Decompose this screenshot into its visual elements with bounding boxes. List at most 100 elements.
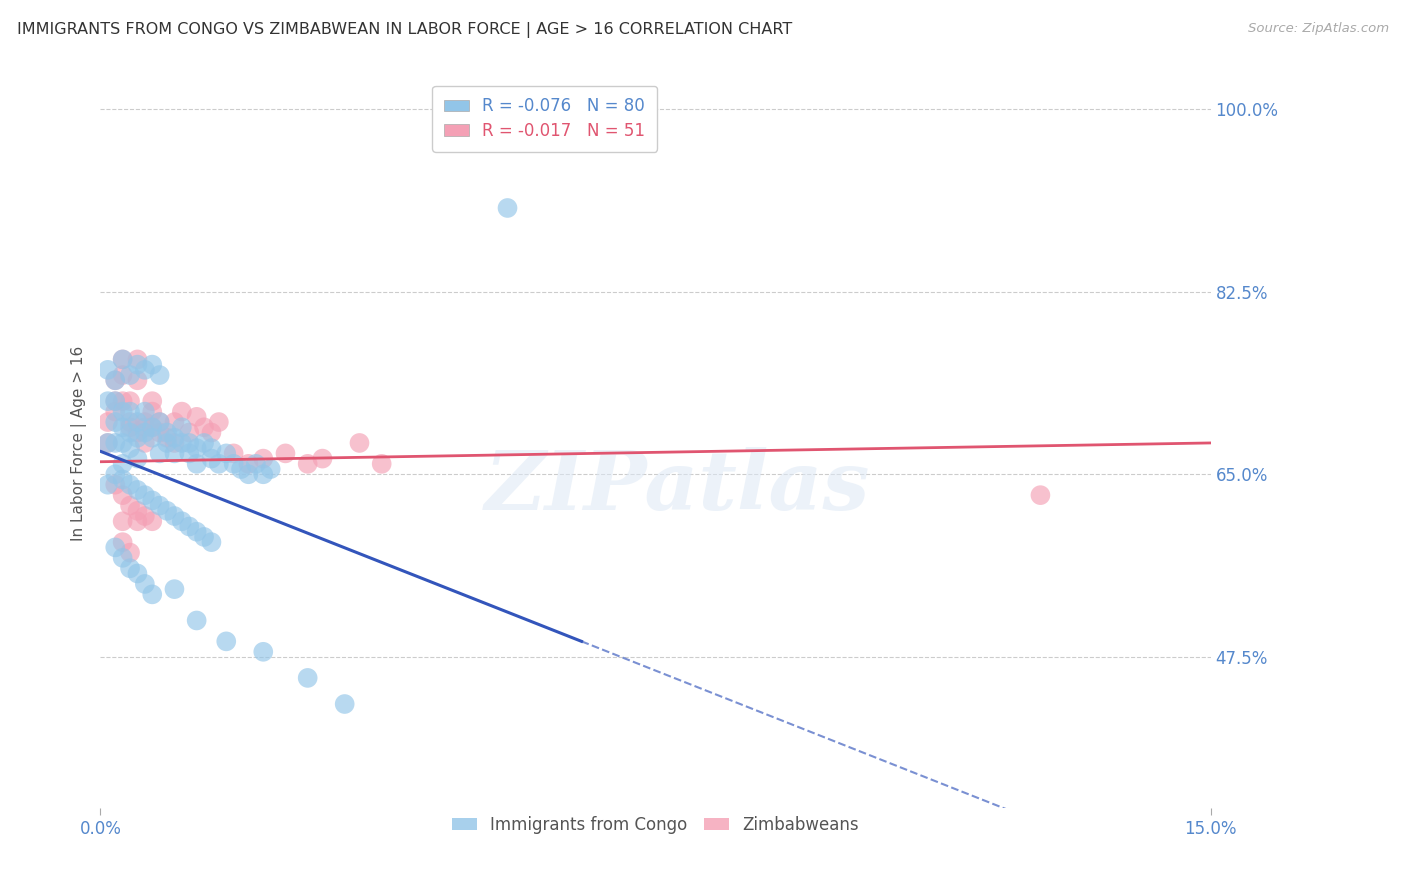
Point	[238, 457, 260, 471]
Point	[179, 425, 201, 440]
Point	[118, 441, 141, 455]
Point	[111, 436, 134, 450]
Point	[311, 451, 333, 466]
Point	[156, 436, 179, 450]
Point	[97, 477, 120, 491]
Point	[149, 415, 172, 429]
Point	[215, 446, 238, 460]
Point	[127, 483, 149, 497]
Point	[118, 368, 141, 382]
Point	[118, 545, 141, 559]
Point	[179, 436, 201, 450]
Text: ZIPatlas: ZIPatlas	[485, 447, 870, 527]
Point	[163, 509, 186, 524]
Point	[141, 394, 163, 409]
Point	[141, 587, 163, 601]
Point	[104, 415, 127, 429]
Point	[111, 488, 134, 502]
Point	[186, 457, 208, 471]
Point	[134, 415, 156, 429]
Point	[141, 358, 163, 372]
Point	[200, 451, 222, 466]
Point	[118, 425, 141, 440]
Point	[170, 404, 193, 418]
Point	[149, 499, 172, 513]
Point	[127, 431, 149, 445]
Y-axis label: In Labor Force | Age > 16: In Labor Force | Age > 16	[72, 345, 87, 541]
Point	[156, 425, 179, 440]
Point	[186, 614, 208, 628]
Point	[127, 352, 149, 367]
Point	[179, 519, 201, 533]
Point	[111, 514, 134, 528]
Point	[97, 436, 120, 450]
Text: Source: ZipAtlas.com: Source: ZipAtlas.com	[1249, 22, 1389, 36]
Point	[163, 582, 186, 596]
Point	[193, 530, 215, 544]
Point	[141, 514, 163, 528]
Point	[496, 201, 519, 215]
Point	[229, 462, 252, 476]
Point	[134, 420, 156, 434]
Point	[118, 415, 141, 429]
Point	[104, 373, 127, 387]
Point	[111, 420, 134, 434]
Point	[163, 431, 186, 445]
Point	[149, 415, 172, 429]
Point	[215, 634, 238, 648]
Point	[149, 425, 172, 440]
Point	[222, 457, 245, 471]
Point	[200, 441, 222, 455]
Point	[104, 404, 127, 418]
Point	[134, 509, 156, 524]
Point	[118, 404, 141, 418]
Point	[141, 431, 163, 445]
Point	[186, 524, 208, 539]
Legend: Immigrants from Congo, Zimbabweans: Immigrants from Congo, Zimbabweans	[441, 806, 869, 844]
Point	[118, 499, 141, 513]
Point	[134, 404, 156, 418]
Point	[349, 436, 371, 450]
Point	[297, 457, 319, 471]
Point	[245, 457, 267, 471]
Point	[127, 514, 149, 528]
Point	[111, 352, 134, 367]
Point	[149, 446, 172, 460]
Point	[163, 415, 186, 429]
Point	[111, 550, 134, 565]
Point	[252, 451, 274, 466]
Point	[118, 477, 141, 491]
Point	[141, 420, 163, 434]
Point	[200, 535, 222, 549]
Point	[134, 363, 156, 377]
Point	[179, 446, 201, 460]
Point	[200, 425, 222, 440]
Point	[170, 420, 193, 434]
Point	[208, 457, 231, 471]
Point	[104, 394, 127, 409]
Point	[186, 441, 208, 455]
Point	[149, 368, 172, 382]
Point	[104, 467, 127, 482]
Point	[104, 477, 127, 491]
Point	[111, 473, 134, 487]
Point	[118, 420, 141, 434]
Point	[333, 697, 356, 711]
Point	[274, 446, 297, 460]
Point	[297, 671, 319, 685]
Point	[111, 457, 134, 471]
Point	[97, 363, 120, 377]
Point	[252, 467, 274, 482]
Point	[97, 415, 120, 429]
Point	[127, 415, 149, 429]
Point	[127, 425, 149, 440]
Point	[104, 436, 127, 450]
Point	[163, 446, 186, 460]
Point	[111, 394, 134, 409]
Point	[97, 394, 120, 409]
Point	[104, 541, 127, 555]
Point	[118, 394, 141, 409]
Point	[370, 457, 392, 471]
Point	[111, 404, 134, 418]
Point	[127, 451, 149, 466]
